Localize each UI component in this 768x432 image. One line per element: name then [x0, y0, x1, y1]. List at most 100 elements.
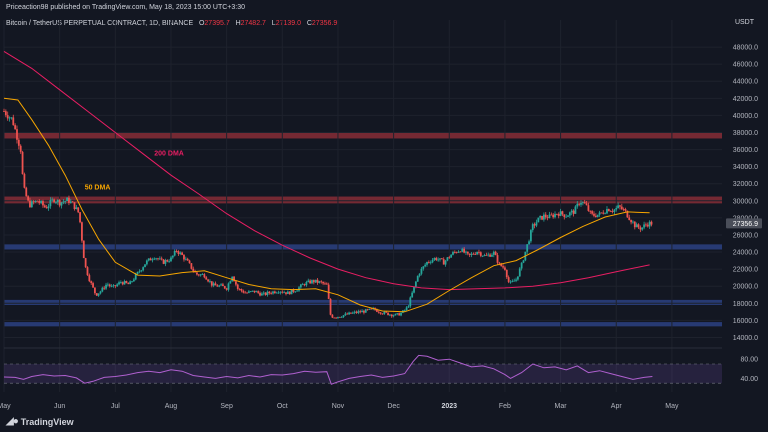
candle-body [142, 267, 145, 271]
brand-name: TradingView [20, 416, 74, 427]
candle-body [318, 281, 321, 283]
rsi-tick-label: 40.00 [740, 376, 758, 383]
candle-body [220, 284, 222, 286]
candle-body [648, 221, 651, 227]
candle-body [394, 313, 397, 316]
candle-body [346, 313, 349, 315]
candle-body [387, 312, 389, 316]
candle-body [433, 257, 436, 260]
ma50-label: 50 DMA [85, 185, 111, 192]
candle-body [567, 215, 569, 217]
price-tick-label: 22000.0 [733, 267, 758, 274]
candle-body [383, 311, 386, 315]
candle-body [175, 250, 178, 252]
candle-body [114, 285, 117, 287]
candle-body [557, 214, 560, 216]
candle-body [594, 215, 597, 217]
candle-body [108, 284, 111, 287]
candle-body [238, 288, 241, 290]
candle-body [589, 210, 592, 212]
candle-body [103, 287, 106, 289]
price-tick-label: 30000.0 [733, 198, 758, 205]
candle-body [420, 268, 423, 274]
tv-logo-icon: ◢● [6, 416, 19, 427]
time-tick-label: May [0, 403, 11, 410]
candle-body [459, 251, 462, 253]
candle-body [132, 279, 135, 282]
candle-body [533, 224, 536, 226]
tradingview-logo[interactable]: ◢● TradingView [6, 416, 74, 427]
candle-body [64, 201, 67, 202]
time-tick-label: Jun [54, 403, 65, 410]
candle-body [145, 260, 148, 265]
candle-body [127, 282, 130, 285]
candle-body [544, 214, 547, 218]
candle-body [593, 213, 595, 216]
price-tick-label: 14000.0 [733, 335, 758, 342]
candle-body [151, 259, 154, 261]
candle-body [138, 271, 141, 273]
candle-body [366, 309, 369, 311]
candle-body [491, 254, 493, 257]
time-tick-label: Jul [111, 403, 120, 410]
candle-body [440, 258, 443, 260]
candle-body [69, 201, 72, 203]
candle-body [157, 258, 159, 260]
candle-body [483, 255, 486, 256]
candle-body [312, 280, 315, 283]
candle-body [210, 281, 213, 286]
ohlc-close: C27356.9 [306, 20, 338, 27]
candle-body [596, 214, 599, 217]
rsi-band [4, 364, 722, 384]
candle-body [38, 201, 41, 203]
candle-body [164, 260, 167, 264]
candle-body [60, 202, 63, 206]
candle-body [424, 264, 427, 267]
candle-body [335, 317, 337, 319]
candle-body [12, 117, 15, 126]
candle-body [6, 115, 9, 119]
candle-body [242, 290, 245, 293]
candle-body [247, 291, 250, 293]
publish-note: Priceaction98 published on TradingView.c… [6, 4, 245, 11]
time-tick-label: 2023 [441, 403, 457, 410]
candle-body [333, 317, 336, 319]
candle-body [10, 117, 13, 119]
candle-body [129, 281, 132, 285]
candle-body [548, 214, 551, 219]
time-tick-label: Mar [555, 403, 568, 410]
price-tick-label: 48000.0 [733, 45, 758, 52]
annotations-layer: 200 DMA 50 DMA [85, 151, 184, 192]
candle-body [450, 254, 453, 258]
candle-body [197, 274, 200, 276]
candle-body [75, 207, 78, 210]
candle-body [277, 292, 280, 294]
candle-body [448, 257, 451, 259]
currency-label: USDT [734, 19, 754, 26]
candle-body [390, 314, 393, 317]
candle-body [160, 258, 163, 260]
symbol-legend[interactable]: Bitcoin / TetherUS PERPETUAL CONTRACT, 1… [6, 20, 337, 27]
candle-body [316, 279, 319, 283]
candle-body [177, 251, 180, 254]
candle-body [515, 279, 517, 281]
candle-body [119, 282, 122, 283]
candle-body [30, 201, 33, 208]
candle-body [370, 308, 373, 310]
candle-body [147, 258, 150, 261]
candle-body [416, 275, 419, 282]
candle-body [207, 279, 209, 282]
candle-body [361, 310, 363, 313]
candle-body [487, 254, 490, 256]
candle-body [53, 199, 55, 203]
candle-body [45, 207, 48, 209]
candle-body [134, 274, 137, 280]
candle-body [591, 211, 594, 214]
candle-body [611, 211, 614, 212]
candle-body [500, 263, 503, 267]
price-tick-label: 40000.0 [733, 113, 758, 120]
ohlc-low: L27139.0 [271, 20, 301, 27]
time-tick-label: Apr [611, 403, 623, 410]
candle-body [364, 309, 367, 313]
